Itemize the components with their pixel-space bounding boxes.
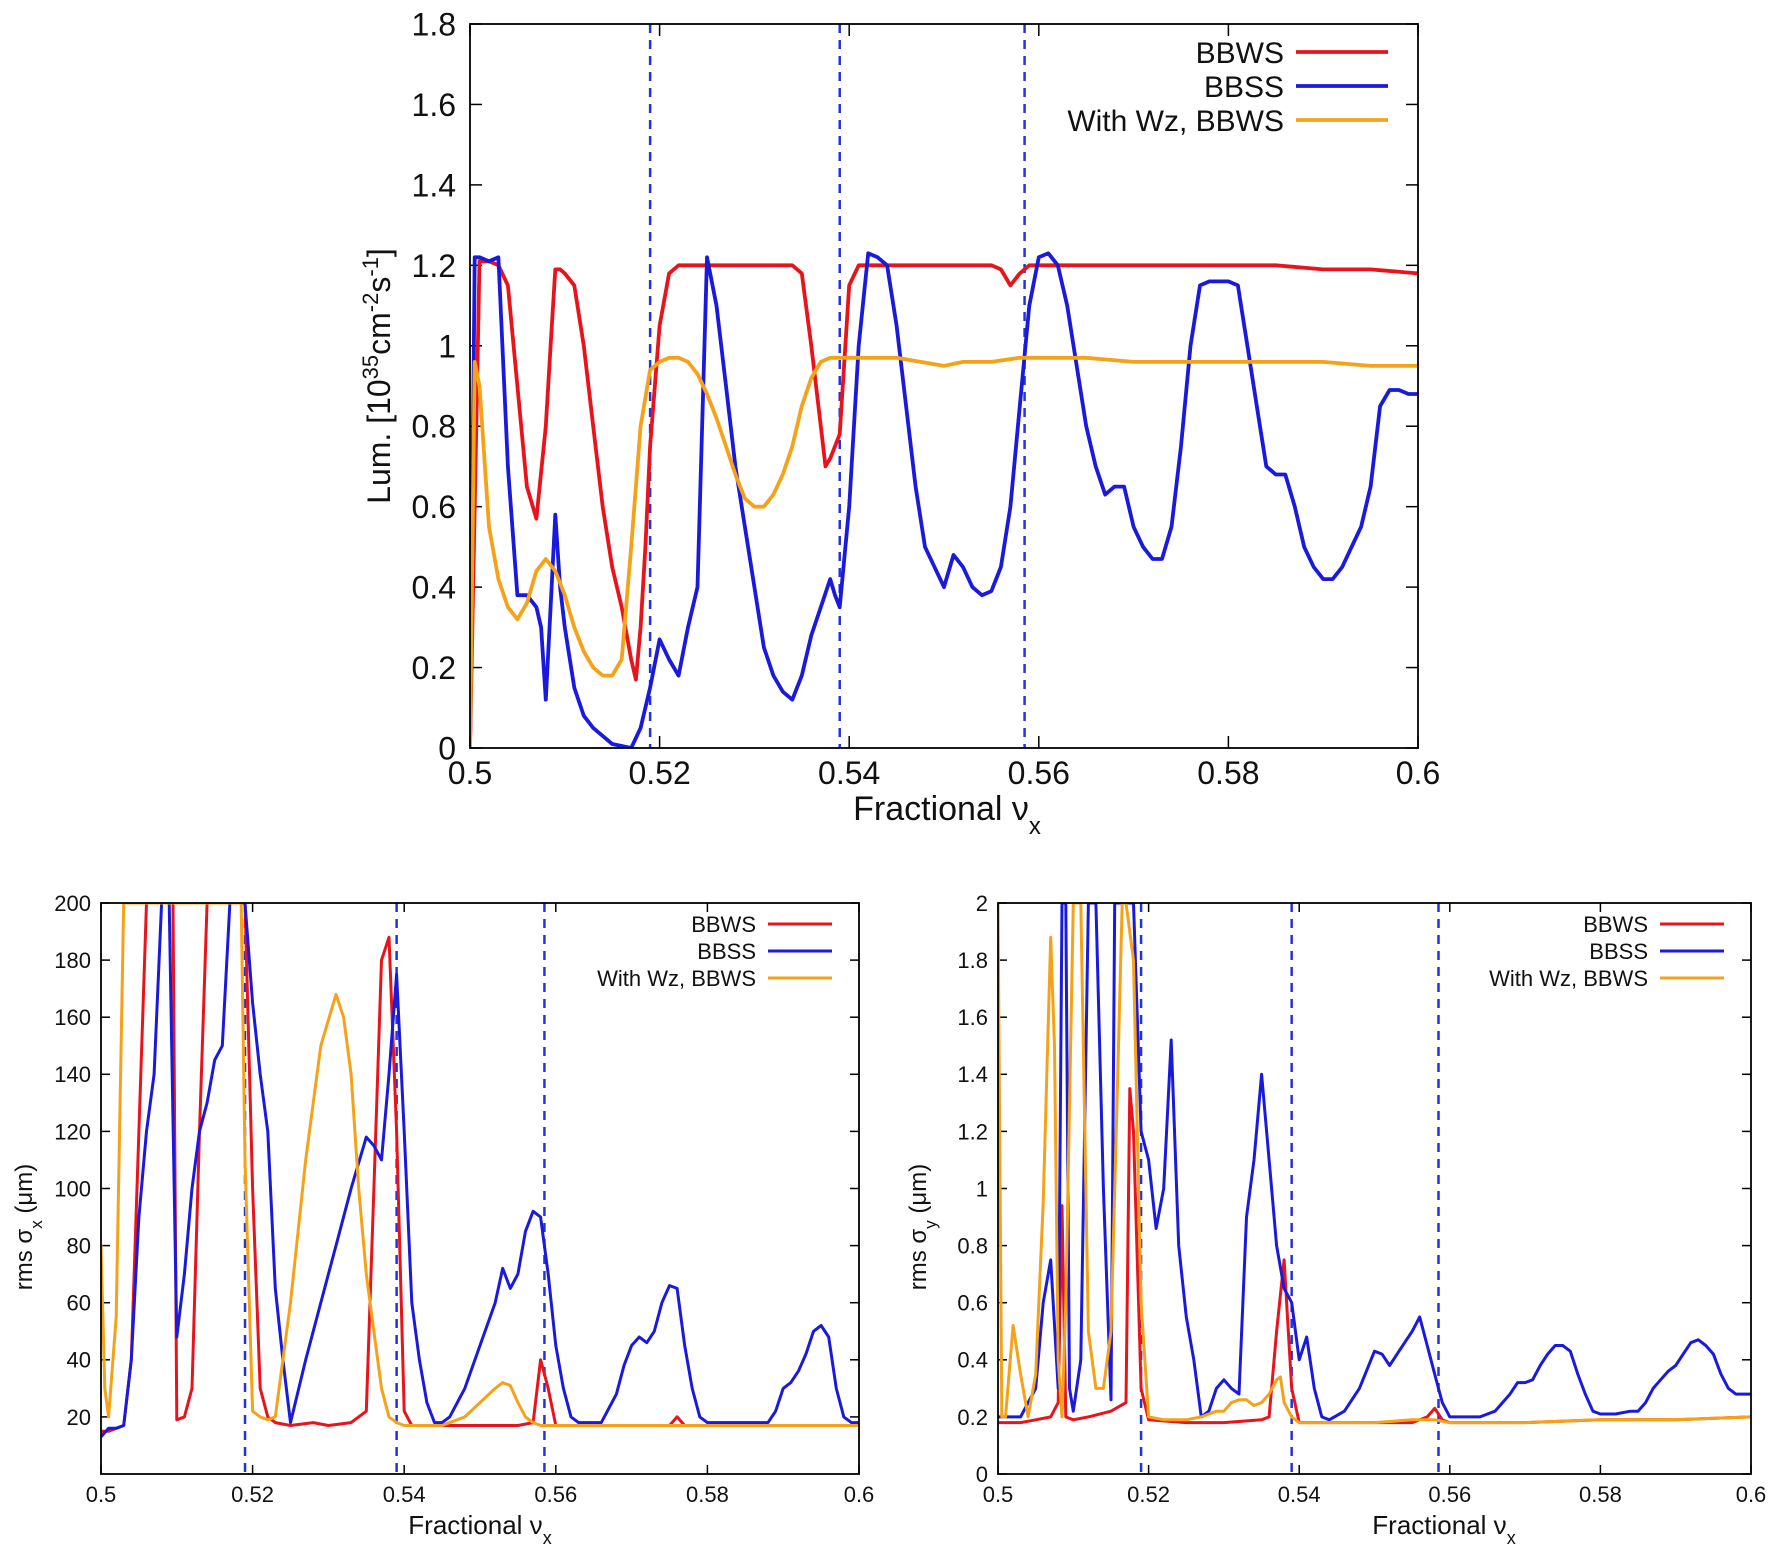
x-tick-label: 0.52 — [628, 755, 690, 791]
x-tick-label: 0.58 — [1579, 1482, 1622, 1507]
y-tick-label: 120 — [54, 1119, 91, 1144]
x-tick-label: 0.54 — [818, 755, 880, 791]
x-tick-label: 0.52 — [1127, 1482, 1170, 1507]
x-tick-label: 0.5 — [983, 1482, 1014, 1507]
y-tick-label: 60 — [67, 1291, 91, 1316]
legend-label: With Wz, BBWS — [1489, 966, 1648, 991]
y-tick-label: 1.6 — [957, 1005, 988, 1030]
sigma-y-chart: rms σy (μm) Fractional νx 0.5 0.52 0.54 0.5… — [891, 860, 1782, 1550]
x-tick-label: 0.56 — [534, 1482, 577, 1507]
legend-label: BBSS — [1589, 939, 1648, 964]
y-axis-label: Lum. [1035cm-2s-1] — [358, 248, 398, 504]
y-tick-label: 160 — [54, 1005, 91, 1030]
y-tick-label: 0.8 — [957, 1234, 988, 1259]
y-tick-label: 1.6 — [412, 87, 456, 123]
series-group — [470, 251, 1418, 748]
series-group — [998, 903, 1751, 1425]
y-tick-label: 1.8 — [412, 7, 456, 43]
y-tick-label: 1 — [438, 328, 456, 364]
y-tick-label: 0.6 — [412, 489, 456, 525]
y-tick-label: 0.4 — [412, 570, 456, 606]
plot-frame — [997, 902, 1752, 1475]
sigma-x-chart-svg: rms σx (μm) Fractional νx 0.5 0.52 0.54 0.5… — [11, 891, 875, 1548]
y-tick-label: 40 — [67, 1348, 91, 1373]
y-tick-label: 0.2 — [412, 650, 456, 686]
luminosity-chart-svg: Lum. [1035cm-2s-1] Fractional νx 0.5 0.52… — [358, 7, 1441, 840]
legend-label: BBWS — [1196, 37, 1284, 70]
y-tick-label: 1.4 — [412, 167, 456, 203]
y-tick-label: 1.2 — [412, 248, 456, 284]
y-tick-label: 0 — [976, 1462, 988, 1487]
series-line — [101, 903, 859, 1427]
series-line — [470, 259, 1418, 748]
y-tick-label: 1 — [976, 1176, 988, 1201]
series-group — [101, 903, 859, 1439]
y-tick-label: 20 — [67, 1405, 91, 1430]
sigma-y-chart-svg: rms σy (μm) Fractional νx 0.5 0.52 0.54 0.5… — [905, 891, 1767, 1548]
y-tick-label: 0.8 — [412, 409, 456, 445]
y-tick-label: 1.8 — [957, 948, 988, 973]
plot-frame — [469, 23, 1419, 749]
x-tick-label: 0.58 — [686, 1482, 729, 1507]
x-tick-label: 0.56 — [1008, 755, 1070, 791]
y-tick-label: 0.4 — [957, 1348, 988, 1373]
legend-label: With Wz, BBWS — [1067, 105, 1284, 138]
sigma-x-chart: rms σx (μm) Fractional νx 0.5 0.52 0.54 0.5… — [0, 860, 891, 1550]
x-tick-label: 0.5 — [448, 755, 492, 791]
y-tick-label: 200 — [54, 891, 91, 916]
series-line — [470, 355, 1418, 748]
legend-label: BBWS — [691, 912, 756, 937]
y-tick-label: 140 — [54, 1062, 91, 1087]
legend-label: BBSS — [697, 939, 756, 964]
x-tick-label: 0.58 — [1197, 755, 1259, 791]
x-tick-label: 0.52 — [231, 1482, 274, 1507]
x-axis-label: Fractional νx — [853, 790, 1041, 840]
y-axis-label: rms σy (μm) — [905, 1164, 940, 1290]
y-tick-label: 2 — [976, 891, 988, 916]
legend-label: With Wz, BBWS — [597, 966, 756, 991]
y-tick-label: 80 — [67, 1234, 91, 1259]
series-line — [998, 903, 1751, 1422]
legend-label: BBWS — [1583, 912, 1648, 937]
x-axis-label: Fractional νx — [408, 1510, 551, 1548]
y-tick-label: 1.4 — [957, 1062, 988, 1087]
x-tick-label: 0.54 — [383, 1482, 426, 1507]
y-tick-label: 1.2 — [957, 1119, 988, 1144]
y-tick-label: 0.6 — [957, 1291, 988, 1316]
luminosity-chart: Lum. [1035cm-2s-1] Fractional νx 0.5 0.52… — [358, 7, 1441, 840]
x-tick-label: 0.6 — [1736, 1482, 1767, 1507]
y-tick-label: 180 — [54, 948, 91, 973]
plot-frame — [100, 902, 860, 1475]
y-tick-label: 0 — [438, 731, 456, 767]
y-axis-label: rms σx (μm) — [11, 1164, 46, 1290]
x-tick-label: 0.6 — [844, 1482, 875, 1507]
x-tick-label: 0.6 — [1396, 755, 1440, 791]
x-tick-label: 0.5 — [86, 1482, 117, 1507]
series-line — [470, 251, 1418, 748]
legend-label: BBSS — [1204, 71, 1284, 104]
series-line — [998, 1087, 1751, 1425]
series-line — [101, 903, 859, 1439]
y-tick-label: 0.2 — [957, 1405, 988, 1430]
x-tick-label: 0.56 — [1428, 1482, 1471, 1507]
x-axis-label: Fractional νx — [1372, 1510, 1515, 1548]
x-tick-label: 0.54 — [1278, 1482, 1321, 1507]
y-tick-label: 100 — [54, 1176, 91, 1201]
series-line — [998, 903, 1751, 1425]
